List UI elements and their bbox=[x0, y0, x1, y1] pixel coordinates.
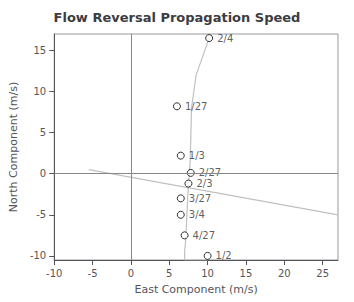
svg-text:15: 15 bbox=[33, 45, 46, 56]
svg-text:25: 25 bbox=[316, 268, 329, 279]
svg-text:-5: -5 bbox=[36, 209, 46, 220]
svg-text:0: 0 bbox=[128, 268, 134, 279]
svg-text:20: 20 bbox=[278, 268, 291, 279]
svg-text:-5: -5 bbox=[88, 268, 98, 279]
svg-text:3/4: 3/4 bbox=[189, 209, 205, 220]
svg-text:Flow Reversal Propagation Spee: Flow Reversal Propagation Speed bbox=[54, 10, 301, 25]
svg-text:-10: -10 bbox=[30, 250, 46, 261]
svg-text:5: 5 bbox=[40, 127, 46, 138]
svg-text:1/27: 1/27 bbox=[185, 101, 207, 112]
svg-text:15: 15 bbox=[240, 268, 253, 279]
svg-text:4/27: 4/27 bbox=[193, 230, 215, 241]
svg-text:5: 5 bbox=[166, 268, 172, 279]
svg-text:1/3: 1/3 bbox=[189, 150, 205, 161]
svg-text:East Component (m/s): East Component (m/s) bbox=[134, 283, 257, 296]
svg-text:10: 10 bbox=[201, 268, 214, 279]
svg-text:10: 10 bbox=[33, 86, 46, 97]
svg-text:2/4: 2/4 bbox=[217, 33, 233, 44]
svg-text:1/2: 1/2 bbox=[216, 250, 232, 261]
svg-text:2/3: 2/3 bbox=[196, 178, 212, 189]
svg-text:2/27: 2/27 bbox=[199, 167, 221, 178]
svg-text:0: 0 bbox=[40, 168, 46, 179]
svg-text:-10: -10 bbox=[46, 268, 62, 279]
svg-text:3/27: 3/27 bbox=[189, 193, 211, 204]
svg-text:North Component (m/s): North Component (m/s) bbox=[7, 82, 20, 212]
